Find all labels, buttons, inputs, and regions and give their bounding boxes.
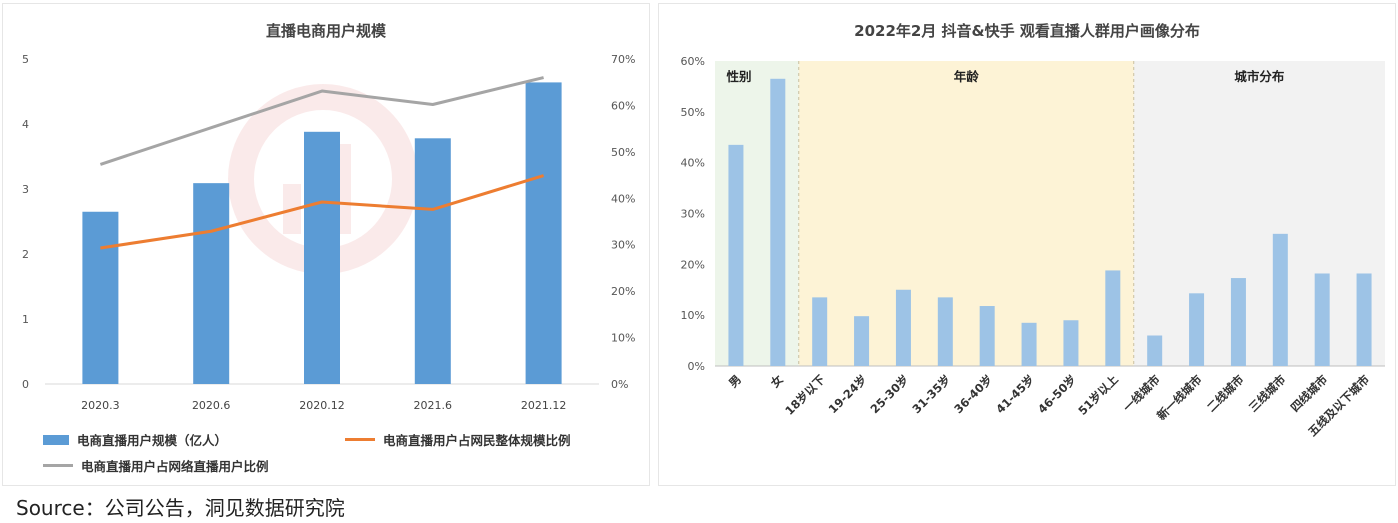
segment-background: [798, 61, 1134, 366]
legend-label-bar: 电商直播用户规模（亿人）: [77, 433, 228, 448]
x-tick-label: 19-24岁: [826, 372, 870, 416]
right-y-tick-label: 20%: [611, 285, 635, 298]
legend-swatch-blue: [43, 434, 69, 445]
left-y-tick-label: 4: [22, 118, 29, 131]
x-tick-label: 二线城市: [1204, 372, 1247, 415]
right-y-tick-label: 30%: [611, 239, 635, 252]
bar: [1314, 273, 1330, 366]
x-tick-label: 2020.3: [81, 399, 120, 412]
source-caption: Source：公司公告，洞见数据研究院: [16, 496, 345, 520]
series-line-gray: [99, 76, 544, 166]
right-chart-plot: 性别 年龄 城市分布 0% 10% 20% 30% 40% 50% 60% 男 女18岁以下19-24…: [681, 55, 1385, 439]
legend-label-orange: 电商直播用户占网民整体规模比例: [383, 433, 571, 448]
bar: [525, 82, 562, 385]
x-tick-label: 四线城市: [1288, 372, 1331, 415]
segment-label: 年龄: [954, 69, 980, 84]
segment-background: [1133, 61, 1385, 366]
legend-item-gray-line: 电商直播用户占网络直播用户比例: [43, 456, 269, 475]
bar: [770, 78, 786, 367]
bar: [937, 297, 953, 366]
bar: [1272, 233, 1288, 366]
right-chart-title: 2022年2月 抖音&快手 观看直播人群用户画像分布: [854, 22, 1200, 40]
bar: [1147, 335, 1163, 366]
series-line-orange: [100, 174, 545, 250]
right-y-tick-label: 0%: [611, 378, 628, 391]
left-y-tick-label: 2: [22, 248, 29, 261]
left-y-tick-label: 0: [22, 378, 29, 391]
right-y-tick-label: 60%: [611, 99, 635, 112]
bar: [304, 131, 340, 384]
left-y-tick-label: 3: [22, 183, 29, 196]
y-tick-label: 50%: [681, 106, 705, 119]
left-chart-title: 直播电商用户规模: [265, 22, 386, 40]
right-y-tick-label: 40%: [611, 192, 635, 205]
bar: [1021, 322, 1037, 366]
x-tick-label: 三线城市: [1246, 372, 1289, 415]
y-tick-label: 10%: [681, 309, 705, 322]
right-y-tick-label: 70%: [611, 53, 635, 66]
bar: [979, 306, 995, 366]
legend-label-gray: 电商直播用户占网络直播用户比例: [81, 459, 269, 474]
bar: [1063, 320, 1079, 366]
y-tick-label: 0%: [688, 360, 705, 373]
bar: [1105, 270, 1121, 366]
x-tick-label: 新一线城市: [1154, 372, 1205, 423]
bar: [414, 138, 451, 384]
bar: [1356, 273, 1372, 366]
x-tick-label: 46-50岁: [1035, 372, 1079, 416]
legend-swatch-orange: [345, 438, 375, 441]
right-y-tick-label: 50%: [611, 146, 635, 159]
x-tick-label: 男: [726, 372, 744, 390]
left-chart-panel: 直播电商用户规模 0 1 2 3 4 5 0% 10% 20% 30% 40% 50% 60% 70% 20…: [2, 3, 650, 486]
x-tick-label: 2021.6: [414, 399, 453, 412]
y-tick-label: 40%: [681, 157, 705, 170]
right-chart-panel: 2022年2月 抖音&快手 观看直播人群用户画像分布 性别 年龄 城市分布 0% 10%…: [658, 3, 1396, 486]
x-tick-label: 41-45岁: [993, 372, 1037, 416]
segment-background: [715, 61, 799, 366]
x-tick-label: 2020.12: [299, 399, 345, 412]
y-tick-label: 30%: [681, 208, 705, 221]
x-tick-label: 18岁以下: [782, 372, 828, 418]
bar: [1230, 278, 1246, 366]
left-y-tick-label: 5: [22, 53, 29, 66]
x-tick-label: 36-40岁: [951, 372, 995, 416]
segment-label: 性别: [725, 69, 751, 84]
x-tick-label: 女: [768, 372, 786, 390]
right-y-tick-label: 10%: [611, 332, 635, 345]
x-tick-label: 31-35岁: [909, 372, 953, 416]
bar: [895, 289, 911, 366]
bar: [193, 183, 230, 384]
x-tick-label: 2021.12: [521, 399, 567, 412]
y-tick-label: 20%: [681, 258, 705, 271]
x-tick-label: 一线城市: [1120, 372, 1163, 415]
bar: [854, 316, 870, 366]
bar: [728, 144, 744, 366]
y-tick-label: 60%: [681, 55, 705, 68]
legend-item-orange-line: 电商直播用户占网民整体规模比例: [345, 430, 571, 449]
segment-label: 城市分布: [1234, 69, 1285, 84]
bar: [82, 211, 119, 384]
legend-item-bar: 电商直播用户规模（亿人）: [43, 430, 227, 449]
x-tick-label: 25-30岁: [868, 372, 912, 416]
bar: [1189, 293, 1205, 366]
x-tick-label: 51岁以上: [1075, 372, 1121, 418]
legend-swatch-gray: [43, 464, 73, 467]
bar: [812, 297, 828, 366]
x-tick-label: 2020.6: [192, 399, 231, 412]
left-y-tick-label: 1: [22, 313, 29, 326]
